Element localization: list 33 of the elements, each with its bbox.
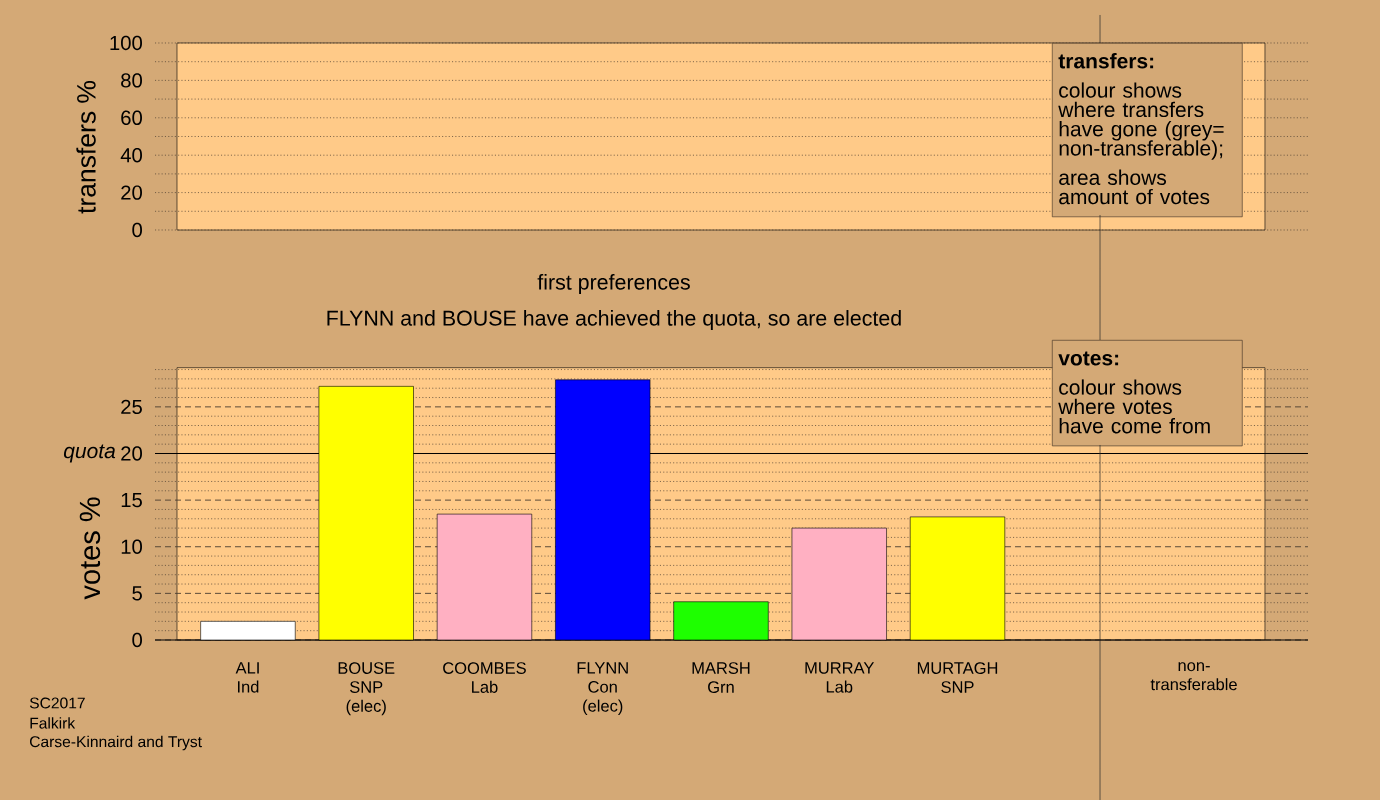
chart-title: first preferences	[537, 274, 690, 294]
text: votes:	[1058, 351, 1119, 366]
x-tick-label: MARSH Grn	[692, 662, 750, 693]
text: SC2017	[29, 697, 85, 709]
y-tick-label: 40	[120, 148, 142, 163]
chart-subtitle: FLYNN and BOUSE have achieved the quota, so are elected	[327, 310, 901, 330]
y-tick-label: 0	[132, 632, 142, 648]
annotation: colour shows where transfers have gone (grey= non-transferable);	[1058, 82, 1224, 160]
x-tick-label: FLYNN Con (elec)	[577, 662, 628, 715]
y-axis-title: votes %	[79, 497, 101, 600]
y-tick-label: 80	[121, 73, 142, 88]
y-tick-label: 20	[121, 185, 142, 200]
x-tick-label: ALI Ind	[235, 662, 259, 693]
annotation: area shows amount of votes	[1059, 169, 1210, 205]
y-tick-label: 60	[121, 110, 142, 125]
y-tick-label: 10	[121, 539, 142, 554]
x-tick-label: non-transferable	[1150, 662, 1237, 691]
y-tick-label: 5	[132, 586, 142, 601]
x-tick-label: MURRAY Lab	[805, 662, 875, 693]
y-tick-label: 15	[121, 493, 142, 508]
y-tick-label: 0	[132, 222, 142, 238]
y-tick-label: 25	[121, 399, 142, 415]
y-tick-label: 20	[121, 446, 142, 461]
text: Falkirk	[30, 717, 76, 729]
annotation: colour shows where votes have come from	[1058, 379, 1210, 434]
y-axis-title: transfers %	[76, 80, 96, 214]
x-tick-label: BOUSE SNP (elec)	[338, 662, 395, 716]
annotation: transfers:	[1058, 53, 1154, 69]
text: Carse-Kinnaird and Tryst	[30, 735, 202, 751]
x-tick-label: COOMBES Lab	[443, 662, 526, 693]
x-tick-label: MURTAGH SNP	[917, 662, 998, 693]
y-tick-label: 100	[110, 35, 142, 51]
ref-line-label: quota	[63, 444, 116, 463]
